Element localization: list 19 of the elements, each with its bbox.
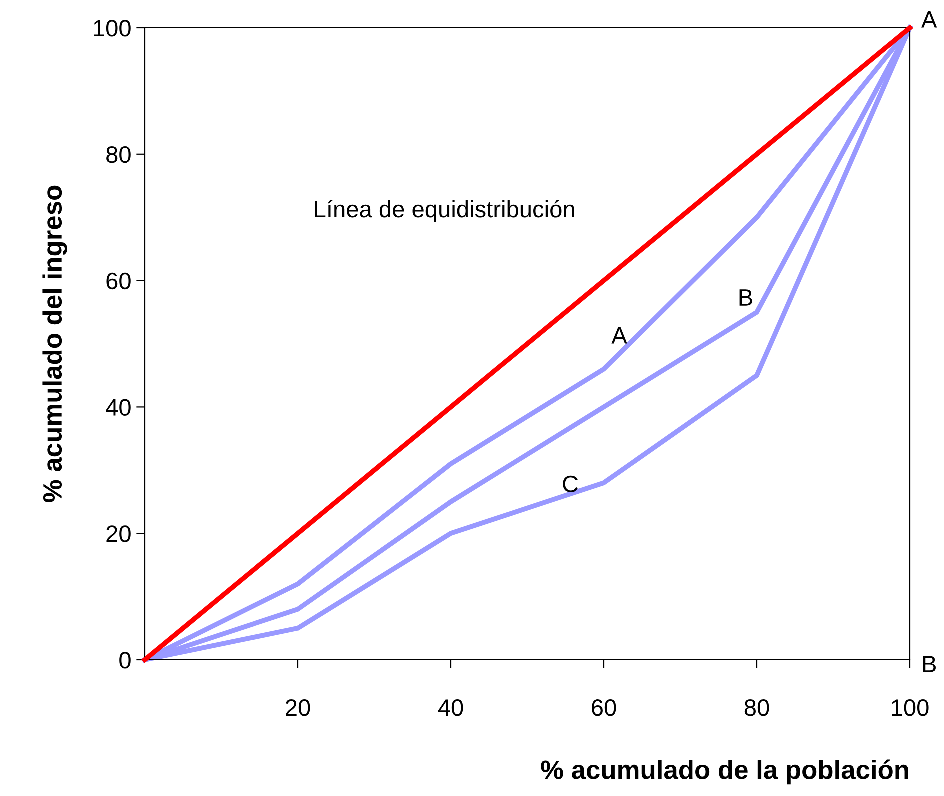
y-tick-label: 80: [106, 146, 131, 164]
x-tick-label: 80: [744, 700, 770, 716]
text: B: [923, 656, 936, 672]
x-tick-label: 40: [438, 700, 464, 716]
x-tick-label: 100: [892, 700, 929, 716]
series-label: C: [563, 476, 578, 493]
annotation: Línea de equidistribución: [315, 200, 574, 222]
y-tick-label: 40: [106, 399, 131, 416]
y-tick-label: 60: [106, 272, 131, 290]
y-tick-label: 0: [120, 652, 131, 669]
y-tick-label: 100: [94, 20, 131, 37]
y-tick-label: 20: [106, 526, 131, 542]
series-label: A: [612, 328, 628, 344]
x-tick-label: 20: [286, 700, 310, 716]
x-tick-label: 60: [592, 700, 616, 716]
text: A: [922, 12, 938, 28]
series-label: B: [740, 290, 752, 306]
x-axis-title: % acumulado de la población: [541, 760, 908, 785]
y-axis-title: % acumulado del ingreso: [42, 186, 68, 502]
